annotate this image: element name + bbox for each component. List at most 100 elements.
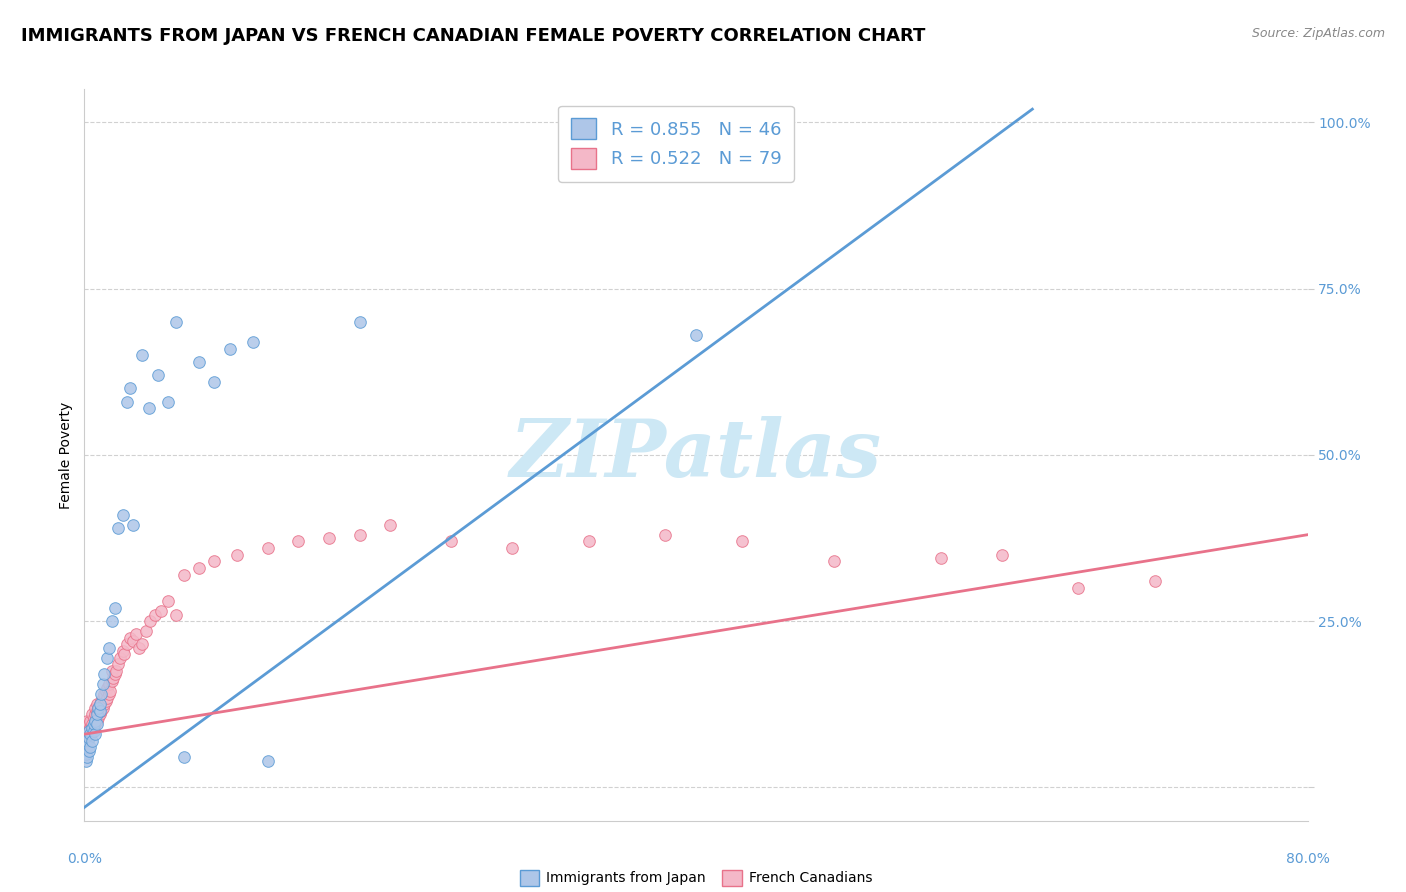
Point [202, 554, 225, 568]
Point [93, 667, 115, 681]
Point [122, 517, 145, 532]
Point [90, 704, 112, 718]
Point [77, 723, 100, 738]
Point [75, 727, 97, 741]
Point [143, 607, 166, 622]
Point [685, 328, 707, 343]
Point [86, 717, 108, 731]
Point [77, 717, 100, 731]
Point [97, 677, 120, 691]
Point [80, 721, 103, 735]
Point [75, 740, 97, 755]
Y-axis label: Female Poverty: Female Poverty [59, 401, 73, 508]
Point [101, 614, 124, 628]
Point [97, 687, 120, 701]
Point [89, 704, 111, 718]
Point [87, 700, 110, 714]
Point [146, 368, 169, 383]
Point [89, 698, 111, 712]
Point [929, 551, 952, 566]
Point [90, 687, 112, 701]
Point [84, 707, 107, 722]
Point [120, 381, 142, 395]
Point [242, 334, 264, 349]
Point [96, 650, 118, 665]
Point [115, 394, 138, 409]
Point [83, 723, 105, 738]
Legend: Immigrants from Japan, French Canadians: Immigrants from Japan, French Canadians [515, 864, 877, 891]
Point [83, 717, 105, 731]
Point [84, 727, 107, 741]
Text: 80.0%: 80.0% [1285, 852, 1330, 866]
Point [502, 541, 524, 555]
Point [96, 681, 118, 695]
Point [139, 614, 162, 628]
Point [157, 594, 180, 608]
Point [84, 700, 107, 714]
Point [349, 527, 371, 541]
Point [380, 517, 402, 532]
Point [83, 710, 105, 724]
Point [80, 707, 103, 722]
Point [80, 734, 103, 748]
Point [731, 534, 754, 549]
Point [94, 694, 117, 708]
Point [76, 714, 98, 728]
Point [94, 684, 117, 698]
Point [76, 740, 98, 755]
Point [112, 648, 135, 662]
Point [103, 671, 125, 685]
Point [77, 731, 100, 745]
Point [440, 534, 463, 549]
Point [104, 600, 127, 615]
Point [135, 624, 157, 639]
Point [86, 704, 108, 718]
Point [1143, 574, 1166, 589]
Point [93, 687, 115, 701]
Point [287, 534, 309, 549]
Point [86, 707, 108, 722]
Point [84, 714, 107, 728]
Point [77, 723, 100, 738]
Point [111, 644, 134, 658]
Point [188, 355, 211, 369]
Point [128, 640, 150, 655]
Point [98, 684, 121, 698]
Point [318, 531, 340, 545]
Point [257, 541, 280, 555]
Point [97, 640, 120, 655]
Point [79, 727, 101, 741]
Point [77, 744, 100, 758]
Point [91, 690, 114, 705]
Point [86, 698, 108, 712]
Point [173, 750, 195, 764]
Point [79, 727, 101, 741]
Point [75, 754, 97, 768]
Point [86, 714, 108, 728]
Point [218, 342, 240, 356]
Point [76, 750, 98, 764]
Point [75, 747, 97, 761]
Point [89, 698, 111, 712]
Text: Source: ZipAtlas.com: Source: ZipAtlas.com [1251, 27, 1385, 40]
Point [87, 700, 110, 714]
Point [226, 548, 249, 562]
Point [76, 734, 98, 748]
Point [991, 548, 1014, 562]
Point [101, 673, 124, 688]
Point [138, 401, 160, 416]
Point [96, 690, 118, 705]
Point [91, 700, 114, 714]
Point [120, 631, 142, 645]
Point [111, 508, 134, 522]
Point [84, 717, 107, 731]
Point [76, 734, 98, 748]
Point [165, 607, 187, 622]
Point [823, 554, 845, 568]
Point [91, 677, 114, 691]
Point [101, 664, 124, 678]
Point [105, 664, 128, 678]
Point [79, 740, 101, 755]
Point [87, 710, 110, 724]
Text: 0.0%: 0.0% [67, 852, 101, 866]
